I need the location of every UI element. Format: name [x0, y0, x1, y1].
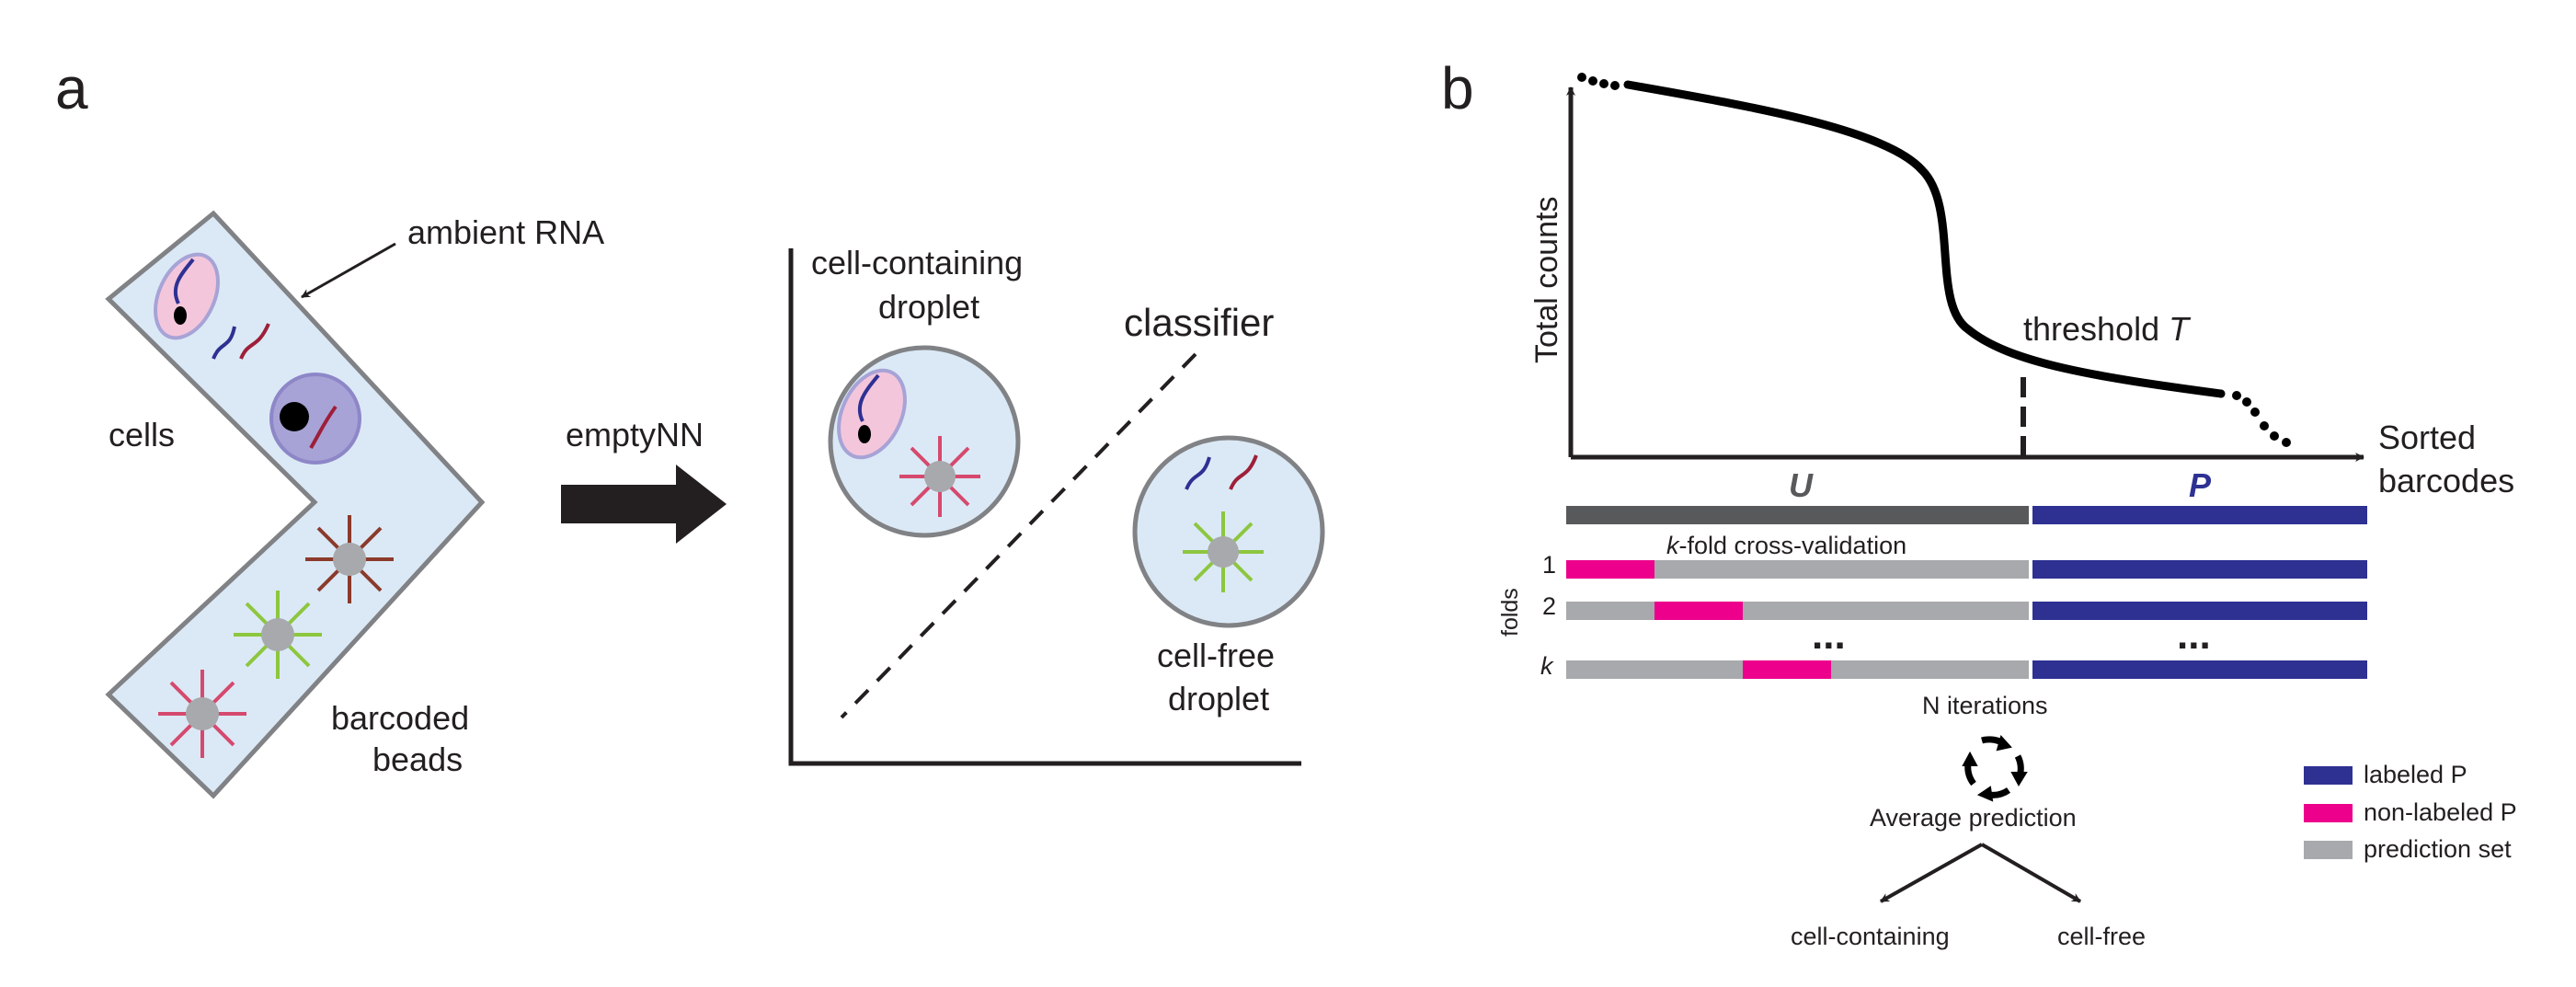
legend-label-labeled: labeled P — [2364, 761, 2467, 788]
beads-label-line2: beads — [372, 740, 463, 778]
panel-b-letter: b — [1441, 55, 1474, 121]
ellipsis-left: ... — [1812, 613, 1846, 658]
fold-2-labeled — [2032, 602, 2367, 620]
free-droplet-label-line2: droplet — [1168, 680, 1269, 717]
fold-2-prediction — [1566, 602, 2029, 620]
y-axis-label: Total counts — [1529, 197, 1564, 363]
arrow-to-cell-containing — [1880, 843, 1983, 903]
x-axis-label-line1: Sorted — [2378, 419, 2476, 456]
fold-1-labeled — [2032, 560, 2367, 579]
fold-label-k: k — [1540, 652, 1554, 680]
cv-label: k-fold cross-validation — [1666, 532, 1906, 559]
threshold-label: threshold T — [2023, 310, 2192, 348]
legend-label-prediction: prediction set — [2364, 835, 2512, 863]
cells-label: cells — [109, 416, 175, 453]
legend-swatch-prediction — [2304, 841, 2353, 859]
emptynn-label: emptyNN — [566, 416, 704, 453]
fold-2-nonlabeled — [1654, 602, 1743, 620]
cell-top — [154, 252, 220, 340]
outcome-cell-free: cell-free — [2057, 923, 2146, 950]
cell-middle — [269, 373, 361, 465]
outcome-cell-containing: cell-containing — [1791, 923, 1950, 950]
cv-variable: k — [1666, 532, 1680, 559]
ambient-rna-label: ambient RNA — [407, 213, 604, 251]
free-droplet-label-line1: cell-free — [1157, 637, 1275, 674]
fold-k-labeled — [2032, 660, 2367, 679]
classifier-axes — [788, 248, 1301, 766]
folds-label: folds — [1497, 588, 1523, 637]
curve-dots — [1577, 73, 2291, 447]
bead-brown — [305, 515, 394, 603]
legend: labeled P non-labeled P prediction set — [2304, 761, 2517, 863]
fold-k-nonlabeled — [1743, 660, 1831, 679]
count-curve — [1623, 80, 2226, 398]
arrow-to-cell-free — [1980, 843, 2082, 903]
bead-green — [234, 591, 322, 679]
u-bar — [1566, 506, 2029, 524]
ellipsis-right: ... — [2177, 613, 2211, 658]
iterations-label: N iterations — [1922, 692, 2048, 719]
legend-swatch-labeled — [2304, 766, 2353, 785]
x-axis-label-line2: barcodes — [2378, 462, 2514, 499]
ambient-rna — [212, 323, 270, 360]
classifier-boundary — [840, 352, 1197, 719]
p-bar — [2032, 506, 2367, 524]
arrow-right-icon — [561, 465, 727, 544]
panel-a: a ambient RNA cells — [55, 55, 1325, 799]
panel-b: b Total counts Sorted barcodes threshold… — [1441, 55, 2517, 950]
fold-1-nonlabeled — [1566, 560, 1654, 579]
legend-label-nonlabeled: non-labeled P — [2364, 798, 2517, 826]
panel-a-letter: a — [55, 55, 88, 121]
p-label: P — [2189, 466, 2212, 504]
bead-red — [158, 670, 246, 758]
fold-1-prediction — [1566, 560, 2029, 579]
fold-label-1: 1 — [1542, 551, 1556, 579]
cell-free-droplet — [1132, 435, 1325, 628]
beads-label-line1: barcoded — [331, 699, 469, 737]
cell-containing-droplet — [828, 345, 1021, 538]
classifier-label: classifier — [1124, 301, 1274, 344]
cycle-arrows-icon — [1962, 734, 2028, 802]
u-label: U — [1789, 466, 1814, 504]
average-prediction-label: Average prediction — [1870, 804, 2077, 832]
microfluidic-channel — [105, 210, 486, 799]
cell-droplet-label-line2: droplet — [878, 288, 979, 326]
threshold-variable: T — [2169, 310, 2192, 348]
fold-label-2: 2 — [1542, 592, 1556, 620]
cell-droplet-label-line1: cell-containing — [811, 244, 1023, 281]
ambient-rna-pointer — [301, 242, 396, 299]
legend-swatch-nonlabeled — [2304, 804, 2353, 822]
